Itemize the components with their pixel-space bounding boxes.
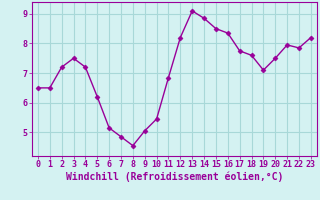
X-axis label: Windchill (Refroidissement éolien,°C): Windchill (Refroidissement éolien,°C) — [66, 172, 283, 182]
